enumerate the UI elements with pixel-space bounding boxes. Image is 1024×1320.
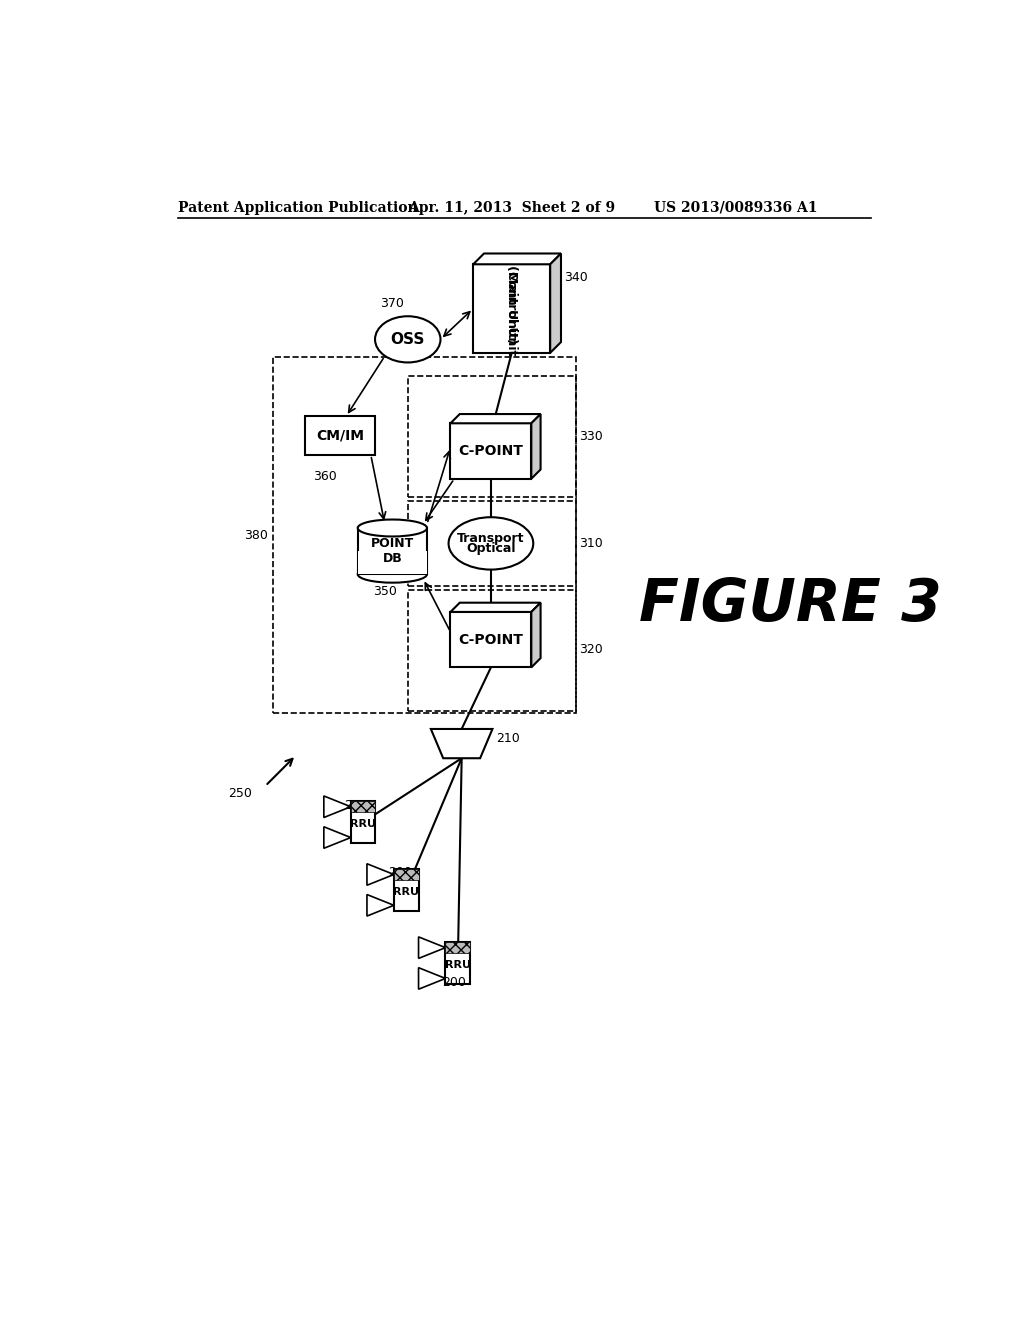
Polygon shape (531, 603, 541, 668)
Text: 320: 320 (579, 643, 602, 656)
Bar (408, 502, 575, 586)
Ellipse shape (375, 317, 440, 363)
Bar (357, 552, 427, 574)
Text: 350: 350 (373, 585, 396, 598)
Text: Optical: Optical (466, 541, 516, 554)
Text: 370: 370 (381, 297, 404, 310)
Polygon shape (324, 796, 351, 817)
Polygon shape (431, 729, 493, 758)
Text: 330: 330 (579, 430, 602, 444)
Polygon shape (367, 863, 394, 886)
Text: RRU: RRU (350, 820, 376, 829)
Text: C-POINT: C-POINT (459, 632, 523, 647)
Text: 200: 200 (388, 866, 412, 879)
Ellipse shape (449, 517, 534, 570)
Polygon shape (367, 895, 394, 916)
Bar (273, 358, 575, 713)
Text: FIGURE 3: FIGURE 3 (639, 577, 941, 634)
Bar (451, 424, 531, 479)
Text: (Main Unit): (Main Unit) (505, 264, 518, 343)
Polygon shape (451, 603, 541, 612)
Text: 310: 310 (579, 537, 602, 550)
Text: Patent Application Publication: Patent Application Publication (178, 201, 418, 215)
Text: 210: 210 (497, 733, 520, 744)
Bar (451, 612, 531, 668)
Text: Control Unit: Control Unit (505, 271, 518, 355)
Bar (445, 942, 470, 985)
Text: 360: 360 (312, 470, 337, 483)
Bar (305, 416, 375, 455)
Bar (394, 869, 419, 911)
Text: RRU: RRU (444, 961, 471, 970)
Polygon shape (419, 937, 445, 958)
Text: C-POINT: C-POINT (459, 444, 523, 458)
Bar (473, 264, 550, 352)
Bar (351, 801, 376, 812)
Text: DB: DB (383, 552, 402, 565)
Text: US 2013/0089336 A1: US 2013/0089336 A1 (654, 201, 817, 215)
Polygon shape (419, 968, 445, 989)
Text: 250: 250 (228, 787, 252, 800)
Polygon shape (531, 414, 541, 479)
Text: POINT: POINT (371, 537, 414, 550)
Bar (351, 801, 376, 843)
Text: RRU: RRU (393, 887, 419, 898)
Bar (357, 528, 427, 574)
Polygon shape (451, 414, 541, 424)
Polygon shape (473, 253, 561, 264)
Text: 200: 200 (345, 799, 369, 812)
Text: Transport: Transport (457, 532, 524, 545)
Bar (408, 590, 575, 711)
Text: 340: 340 (564, 271, 588, 284)
Text: Apr. 11, 2013  Sheet 2 of 9: Apr. 11, 2013 Sheet 2 of 9 (408, 201, 614, 215)
Text: 200: 200 (442, 975, 466, 989)
Bar (394, 869, 419, 879)
Text: OSS: OSS (390, 331, 425, 347)
Text: CM/IM: CM/IM (316, 429, 364, 442)
Polygon shape (550, 253, 561, 352)
Polygon shape (324, 826, 351, 849)
Text: 380: 380 (244, 529, 267, 543)
Bar (445, 942, 470, 953)
Ellipse shape (357, 566, 427, 582)
Bar (408, 376, 575, 498)
Ellipse shape (357, 520, 427, 536)
